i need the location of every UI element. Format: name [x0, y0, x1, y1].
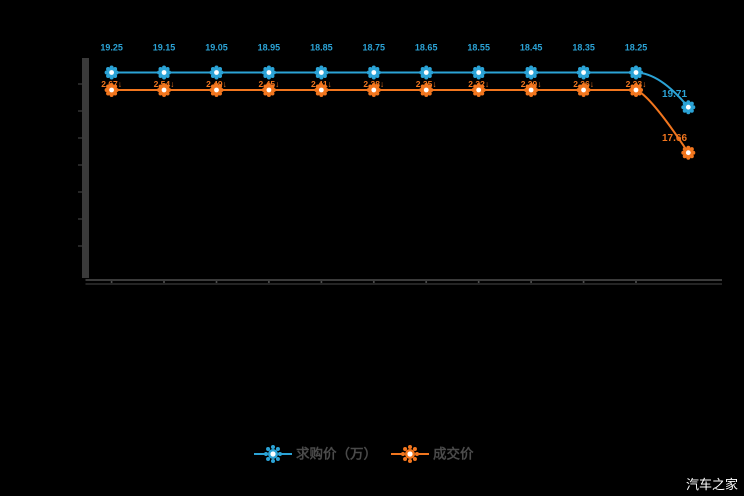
svg-text:19.25: 19.25: [100, 43, 123, 53]
svg-text:2.26↓: 2.26↓: [573, 79, 594, 89]
svg-text:18.95: 18.95: [258, 43, 281, 53]
svg-text:17.66: 17.66: [662, 133, 687, 144]
svg-text:2.67↓: 2.67↓: [101, 79, 122, 89]
svg-text:成交价: 成交价: [433, 446, 474, 462]
svg-text:19.05: 19.05: [205, 43, 228, 53]
svg-text:2.38↓: 2.38↓: [363, 79, 384, 89]
svg-text:18.45: 18.45: [520, 43, 543, 53]
svg-text:18.75: 18.75: [363, 43, 386, 53]
svg-text:18.65: 18.65: [415, 43, 438, 53]
svg-text:汽车之家: 汽车之家: [686, 477, 738, 492]
svg-text:2.29↓: 2.29↓: [521, 79, 542, 89]
svg-text:18.35: 18.35: [572, 43, 595, 53]
svg-text:2.41↓: 2.41↓: [311, 79, 332, 89]
svg-text:18.55: 18.55: [467, 43, 490, 53]
svg-text:2.49↓: 2.49↓: [206, 79, 227, 89]
svg-text:2.54↓: 2.54↓: [154, 79, 175, 89]
svg-text:18.25: 18.25: [625, 43, 648, 53]
svg-text:19.71: 19.71: [662, 89, 687, 100]
svg-text:19.15: 19.15: [153, 43, 176, 53]
svg-text:2.45↓: 2.45↓: [259, 79, 280, 89]
svg-text:2.35↓: 2.35↓: [416, 79, 437, 89]
svg-text:18.85: 18.85: [310, 43, 333, 53]
svg-text:求购价（万）: 求购价（万）: [296, 446, 377, 462]
svg-text:2.32↓: 2.32↓: [468, 79, 489, 89]
svg-text:2.23↓: 2.23↓: [626, 79, 647, 89]
